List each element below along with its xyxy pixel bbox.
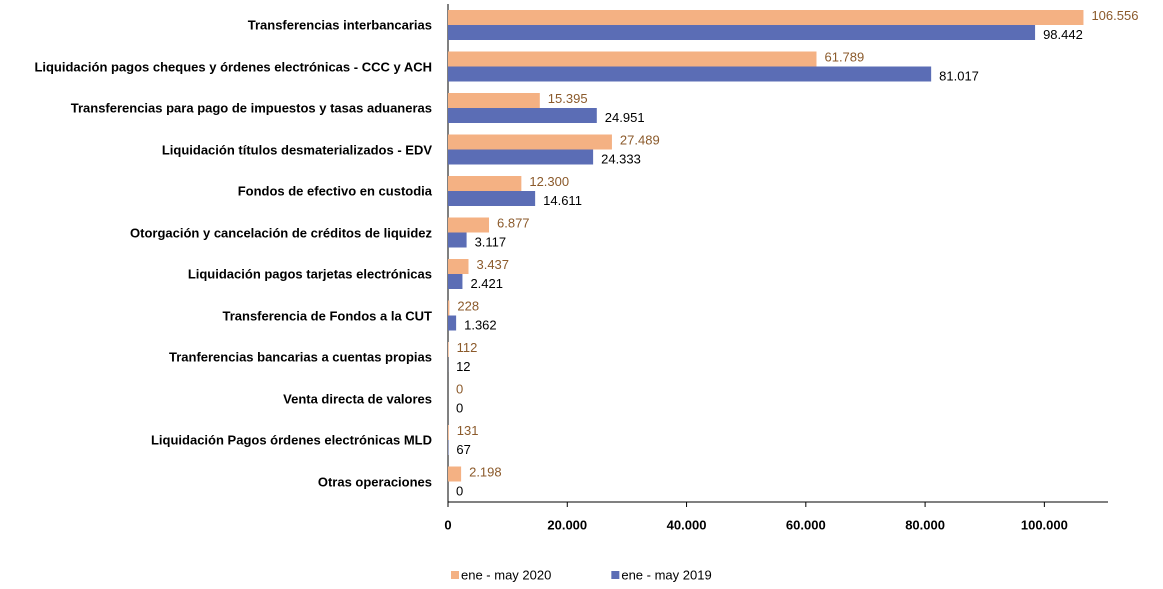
bar bbox=[448, 134, 612, 150]
bar bbox=[448, 217, 490, 233]
value-label: 3.437 bbox=[476, 257, 509, 272]
category-label: Venta directa de valores bbox=[283, 391, 432, 406]
legend-label: ene - may 2019 bbox=[621, 567, 711, 582]
category-label: Otras operaciones bbox=[317, 474, 432, 489]
x-tick-label: 40.000 bbox=[667, 517, 707, 532]
category-label: Transferencias para pago de impuestos y … bbox=[70, 100, 432, 116]
category-label: Tranferencias bancarias a cuentas propia… bbox=[168, 349, 432, 365]
value-label: 131 bbox=[457, 423, 479, 438]
category-label: Transferencias interbancarias bbox=[247, 17, 432, 33]
bar bbox=[448, 425, 449, 440]
legend-label: ene - may 2020 bbox=[461, 567, 551, 582]
value-label: 24.951 bbox=[605, 110, 645, 125]
value-label: 106.556 bbox=[1091, 8, 1138, 23]
value-label: 81.017 bbox=[939, 68, 979, 83]
bar bbox=[448, 108, 597, 123]
value-label: 98.442 bbox=[1043, 27, 1083, 42]
bar bbox=[448, 191, 536, 206]
value-label: 0 bbox=[456, 400, 463, 415]
bar bbox=[448, 66, 932, 82]
category-label: Transferencia de Fondos a la CUT bbox=[222, 308, 433, 323]
category-label: Liquidación títulos desmaterializados - … bbox=[161, 142, 432, 157]
value-label: 0 bbox=[456, 483, 463, 498]
bar bbox=[448, 342, 449, 357]
legend-swatch bbox=[451, 571, 459, 579]
bar bbox=[448, 51, 817, 67]
bar bbox=[448, 10, 1084, 25]
category-label: Fondos de efectivo en custodia bbox=[237, 183, 432, 199]
bar bbox=[448, 466, 462, 482]
value-label: 67 bbox=[456, 442, 470, 457]
value-label: 61.789 bbox=[824, 49, 864, 64]
x-tick-label: 20.000 bbox=[547, 517, 587, 532]
bar bbox=[448, 259, 469, 274]
bar bbox=[448, 176, 522, 191]
value-label: 24.333 bbox=[601, 151, 641, 166]
bar bbox=[448, 300, 450, 316]
category-label: Otorgación y cancelación de créditos de … bbox=[130, 225, 432, 240]
category-label: Liquidación pagos cheques y órdenes elec… bbox=[34, 59, 432, 74]
value-label: 27.489 bbox=[620, 132, 660, 147]
category-label: Liquidación pagos tarjetas electrónicas bbox=[187, 266, 432, 282]
x-tick-label: 60.000 bbox=[786, 517, 826, 532]
value-label: 6.877 bbox=[497, 215, 530, 230]
value-label: 15.395 bbox=[548, 91, 588, 106]
value-label: 12 bbox=[456, 359, 470, 374]
category-label: Liquidación Pagos órdenes electrónicas M… bbox=[150, 432, 432, 448]
x-tick-label: 0 bbox=[444, 517, 451, 532]
x-tick-label: 80.000 bbox=[905, 517, 945, 532]
bar bbox=[448, 232, 467, 248]
bar bbox=[448, 149, 594, 165]
legend-swatch bbox=[611, 571, 620, 579]
value-label: 112 bbox=[457, 340, 478, 355]
value-label: 12.300 bbox=[529, 174, 569, 189]
bar bbox=[448, 315, 457, 331]
value-label: 2.198 bbox=[469, 464, 502, 479]
bar bbox=[448, 93, 540, 108]
value-label: 14.611 bbox=[543, 193, 582, 208]
value-label: 2.421 bbox=[470, 276, 503, 291]
bar bbox=[448, 25, 1036, 40]
value-label: 3.117 bbox=[475, 234, 507, 249]
value-label: 1.362 bbox=[464, 317, 497, 332]
x-tick-label: 100.000 bbox=[1021, 517, 1068, 532]
bar bbox=[448, 274, 463, 289]
value-label: 228 bbox=[457, 298, 479, 313]
value-label: 0 bbox=[456, 381, 463, 396]
